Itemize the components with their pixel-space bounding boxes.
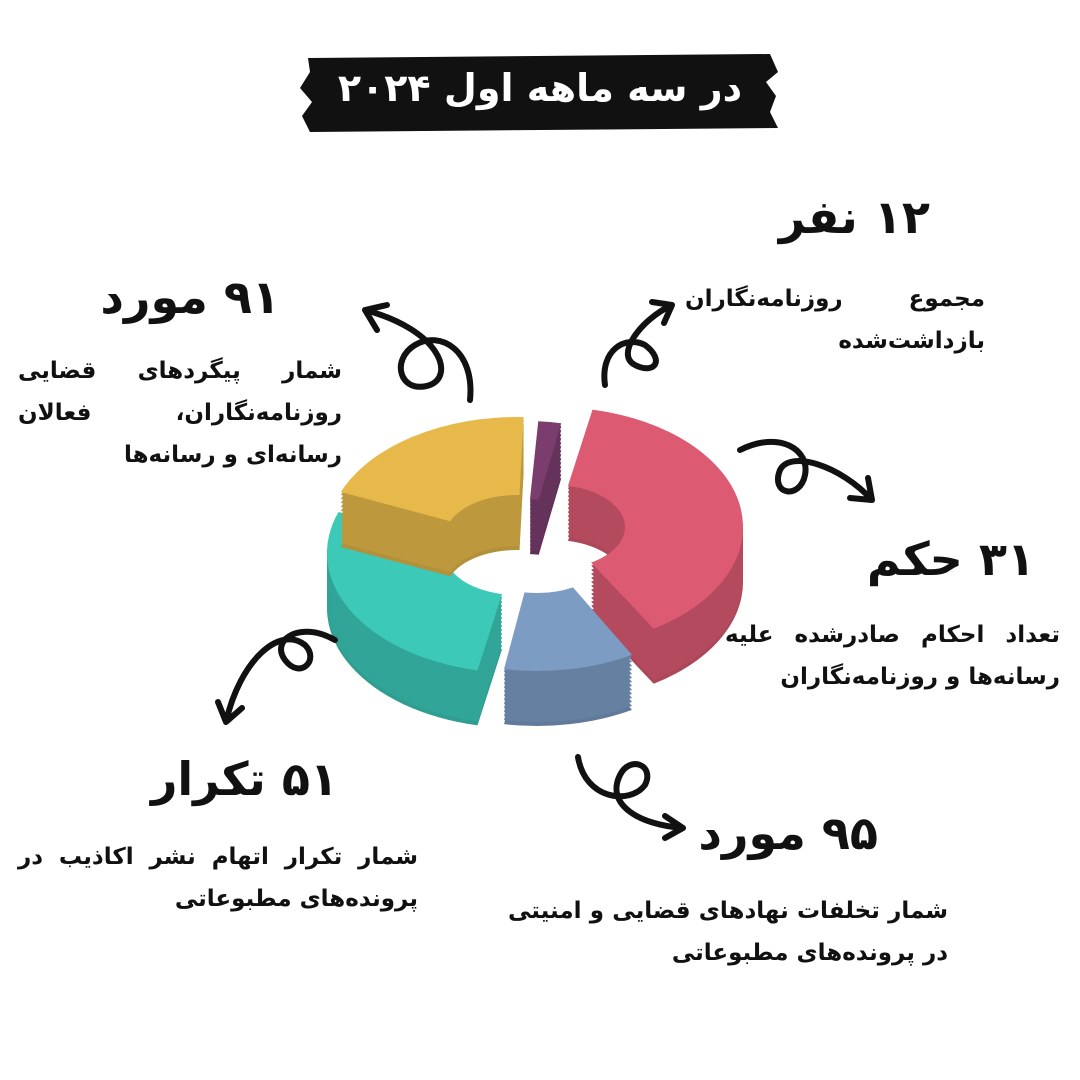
- donut-segment-yellow: [340, 417, 524, 522]
- stat-desc-detained: مجموع روزنامه‌نگاران بازداشت‌شده: [685, 286, 985, 354]
- arrow-icon-bottom-left: [215, 628, 338, 725]
- donut-segment-pink: [567, 409, 743, 629]
- arrow-icon-right: [737, 438, 875, 503]
- stat-value-detained: ۱۲ نفر: [778, 190, 930, 244]
- arrow-icon-bottom-right: [575, 754, 686, 841]
- stat-desc-prosecutions: شمار پیگردهای قضایی روزنامه‌نگاران، فعال…: [18, 358, 342, 468]
- arrow-icon-top-left: [362, 302, 474, 403]
- donut-segment-blue: [504, 587, 632, 672]
- stat-value-repetition: ۵۱ تکرار: [150, 752, 338, 806]
- arrow-icon-top-right: [601, 299, 675, 388]
- donut-segment-purple: [530, 421, 562, 500]
- stat-value-verdicts: ۳۱ حکم: [866, 532, 1035, 586]
- stat-value-violations: ۹۵ مورد: [698, 806, 878, 860]
- brush-stroke-background: [300, 54, 778, 132]
- page-title: در سه ماهه اول ۲۰۲۴: [337, 66, 743, 110]
- donut-chart-3d: [327, 409, 743, 727]
- title-banner: در سه ماهه اول ۲۰۲۴: [300, 52, 780, 134]
- stat-desc-verdicts: تعداد احکام صادرشده علیه رسانه‌ها و روزن…: [725, 622, 1060, 690]
- stat-desc-violations: شمار تخلفات نهادهای قضایی و امنیتی در پر…: [508, 898, 948, 966]
- stat-value-prosecutions: ۹۱ مورد: [100, 270, 280, 324]
- stat-desc-repetition: شمار تکرار اتهام نشر اکاذیب در پرونده‌ها…: [18, 844, 418, 912]
